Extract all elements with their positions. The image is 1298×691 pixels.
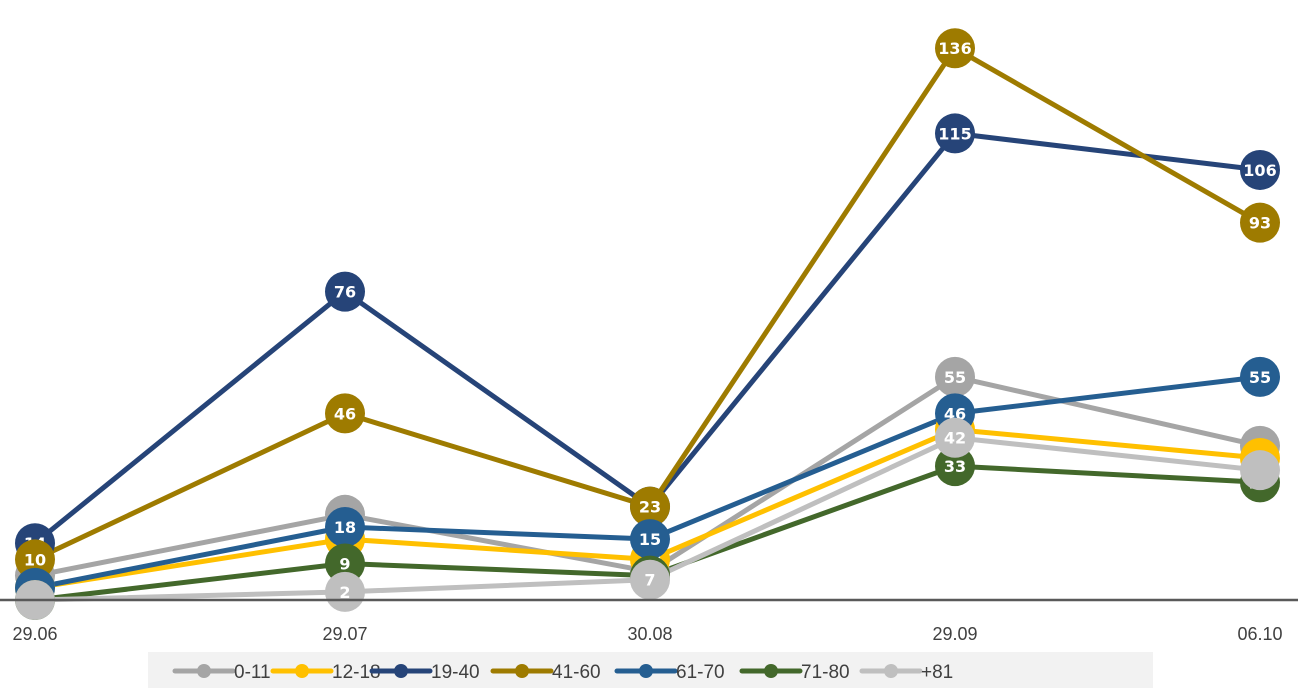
data-point-19-40-1 — [325, 271, 365, 312]
data-point-71-80-1 — [325, 543, 365, 584]
data-point-19-40-4 — [1240, 149, 1280, 190]
legend-swatch-marker-0-11 — [197, 664, 211, 678]
data-label-71-80-1: 9 — [339, 554, 350, 573]
x-axis-tick-labels: 29.06 29.07 30.08 29.09 06.10 — [12, 624, 1282, 644]
data-point-0-11-3 — [935, 356, 975, 397]
data-label-61-70-2: 15 — [639, 530, 661, 549]
data-label-41-60-4: 93 — [1249, 214, 1271, 233]
data-point-41-60-4 — [1240, 202, 1280, 243]
legend-label-19-40: 19-40 — [431, 662, 480, 683]
data-label-61-70-4: 55 — [1249, 368, 1271, 387]
legend-swatch-marker-12-18 — [295, 664, 309, 678]
data-label-plus81-2: 7 — [644, 571, 655, 590]
data-label-71-80-3: 33 — [944, 457, 966, 476]
x-tick-label: 29.06 — [12, 624, 57, 644]
legend-label-12-18: 12-18 — [332, 662, 381, 683]
x-tick-label: 29.07 — [322, 624, 367, 644]
data-point-61-70-1 — [325, 506, 365, 547]
x-tick-label: 30.08 — [627, 624, 672, 644]
data-point-41-60-3 — [935, 28, 975, 69]
data-point-plus81-3 — [935, 417, 975, 458]
data-point-71-80-3 — [935, 446, 975, 487]
legend-swatch-marker-61-70 — [639, 664, 653, 678]
data-point-41-60-0 — [15, 539, 55, 580]
legend-label-71-80: 71-80 — [801, 662, 850, 683]
data-point-plus81-4 — [1240, 450, 1280, 491]
legend-swatch-marker-19-40 — [394, 664, 408, 678]
series-markers: 0215515103814761151061046231369331815465… — [15, 28, 1280, 620]
data-point-61-70-2 — [630, 519, 670, 560]
data-label-19-40-1: 76 — [334, 283, 356, 302]
legend: 0-11 12-18 19-40 41-60 61-70 71-80 +81 — [148, 652, 1153, 688]
legend-swatch-marker-41-60 — [515, 664, 529, 678]
series-line-19-40 — [32, 130, 1263, 546]
data-label-plus81-3: 42 — [944, 429, 966, 448]
x-tick-label: 06.10 — [1237, 624, 1282, 644]
data-point-plus81-2 — [630, 559, 670, 600]
data-label-19-40-4: 106 — [1243, 161, 1276, 180]
data-label-0-11-3: 55 — [944, 368, 966, 387]
data-label-41-60-1: 46 — [334, 404, 356, 423]
data-label-61-70-1: 18 — [334, 518, 356, 537]
data-point-plus81-1 — [325, 571, 365, 612]
legend-label-41-60: 41-60 — [552, 662, 601, 683]
legend-label-61-70: 61-70 — [676, 662, 725, 683]
legend-swatch-marker-71-80 — [764, 664, 778, 678]
data-label-41-60-3: 136 — [938, 39, 971, 58]
data-point-41-60-1 — [325, 393, 365, 434]
data-point-19-40-3 — [935, 113, 975, 154]
legend-label-plus81: +81 — [921, 662, 953, 683]
legend-swatch-marker-plus81 — [884, 664, 898, 678]
series-line-41-60 — [32, 45, 1263, 562]
x-tick-label: 29.09 — [932, 624, 977, 644]
data-point-41-60-2 — [630, 486, 670, 527]
data-point-61-70-4 — [1240, 356, 1280, 397]
legend-label-0-11: 0-11 — [234, 662, 271, 683]
data-label-41-60-2: 23 — [639, 498, 661, 517]
data-label-41-60-0: 10 — [24, 550, 46, 569]
data-label-plus81-1: 2 — [339, 583, 350, 602]
data-label-19-40-3: 115 — [938, 124, 971, 143]
